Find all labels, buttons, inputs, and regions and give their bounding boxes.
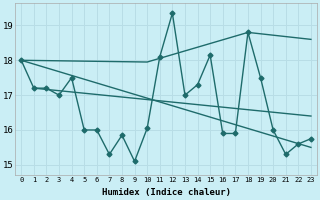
X-axis label: Humidex (Indice chaleur): Humidex (Indice chaleur) bbox=[101, 188, 231, 197]
